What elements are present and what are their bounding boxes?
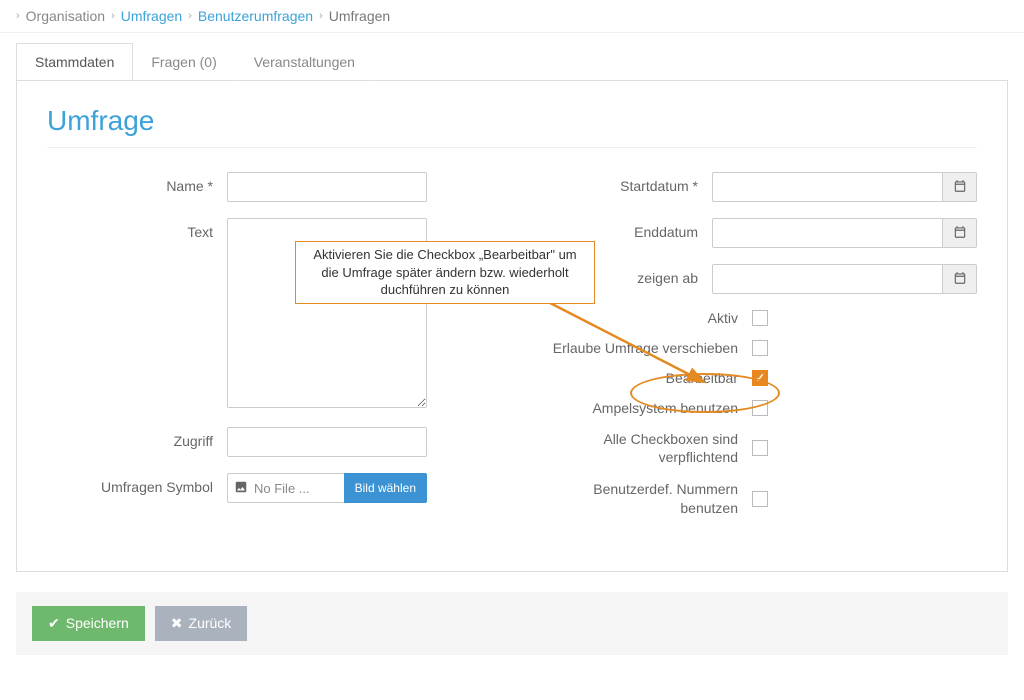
label-aktiv: Aktiv [532,310,752,326]
form-panel: Umfrage Name * Text Zugriff Umfragen Sy [16,81,1008,572]
name-input[interactable] [227,172,427,202]
calendar-button-end[interactable] [943,218,977,248]
bearbeitbar-checkbox[interactable]: ✓ [752,370,768,386]
back-button-label: Zurück [189,615,232,631]
chevron-right-icon: › [319,10,323,22]
label-enddatum: Enddatum [532,218,712,240]
image-icon [234,480,248,497]
breadcrumb-root: Organisation [26,8,105,24]
save-button[interactable]: ✔ Speichern [32,606,145,641]
label-bearbeitbar: Bearbeitbar [532,370,752,386]
page-title: Umfrage [47,105,977,137]
tab-fragen[interactable]: Fragen (0) [133,43,235,81]
label-startdatum: Startdatum * [532,172,712,194]
erlaube-verschieben-checkbox[interactable] [752,340,768,356]
label-alle-checkboxen: Alle Checkboxen sind verpflichtend [532,430,752,466]
label-zugriff: Zugriff [47,427,227,449]
label-benutzerdef-nummern: Benutzerdef. Nummern benutzen [532,480,752,516]
tab-veranstaltungen[interactable]: Veranstaltungen [236,43,374,81]
save-button-label: Speichern [66,615,129,631]
back-button[interactable]: ✖ Zurück [155,606,248,641]
divider [47,147,977,148]
label-symbol: Umfragen Symbol [47,473,227,495]
breadcrumb-link-umfragen[interactable]: Umfragen [121,8,182,24]
file-display: No File ... [227,473,344,503]
breadcrumb-link-benutzerumfragen[interactable]: Benutzerumfragen [198,8,313,24]
ampelsystem-checkbox[interactable] [752,400,768,416]
form-left-column: Name * Text Zugriff Umfragen Symbol [47,172,492,531]
calendar-icon [953,271,967,288]
annotation-callout: Aktivieren Sie die Checkbox „Bearbeitbar… [295,241,595,304]
tab-stammdaten[interactable]: Stammdaten [16,43,133,81]
label-ampelsystem: Ampelsystem benutzen [532,400,752,416]
file-choose-button[interactable]: Bild wählen [344,473,427,503]
label-erlaube-verschieben: Erlaube Umfrage verschieben [532,340,752,356]
benutzerdef-nummern-checkbox[interactable] [752,491,768,507]
file-placeholder: No File ... [254,481,310,496]
check-icon: ✔ [48,615,60,632]
startdatum-input[interactable] [712,172,943,202]
tab-bar: Stammdaten Fragen (0) Veranstaltungen [16,43,1008,81]
calendar-icon [953,179,967,196]
file-picker: No File ... Bild wählen [227,473,427,503]
zugriff-input[interactable] [227,427,427,457]
calendar-icon [953,225,967,242]
chevron-right-icon: › [16,10,20,22]
label-text: Text [47,218,227,240]
breadcrumb-current: Umfragen [329,8,390,24]
close-icon: ✖ [171,615,183,632]
chevron-right-icon: › [188,10,192,22]
anzeigen-ab-input[interactable] [712,264,943,294]
breadcrumb: › Organisation › Umfragen › Benutzerumfr… [0,0,1024,33]
chevron-right-icon: › [111,10,115,22]
alle-checkboxen-checkbox[interactable] [752,440,768,456]
aktiv-checkbox[interactable] [752,310,768,326]
form-right-column: Startdatum * Enddatum [532,172,977,531]
enddatum-input[interactable] [712,218,943,248]
label-name: Name * [47,172,227,194]
footer-action-bar: ✔ Speichern ✖ Zurück [16,592,1008,655]
calendar-button-start[interactable] [943,172,977,202]
calendar-button-show[interactable] [943,264,977,294]
